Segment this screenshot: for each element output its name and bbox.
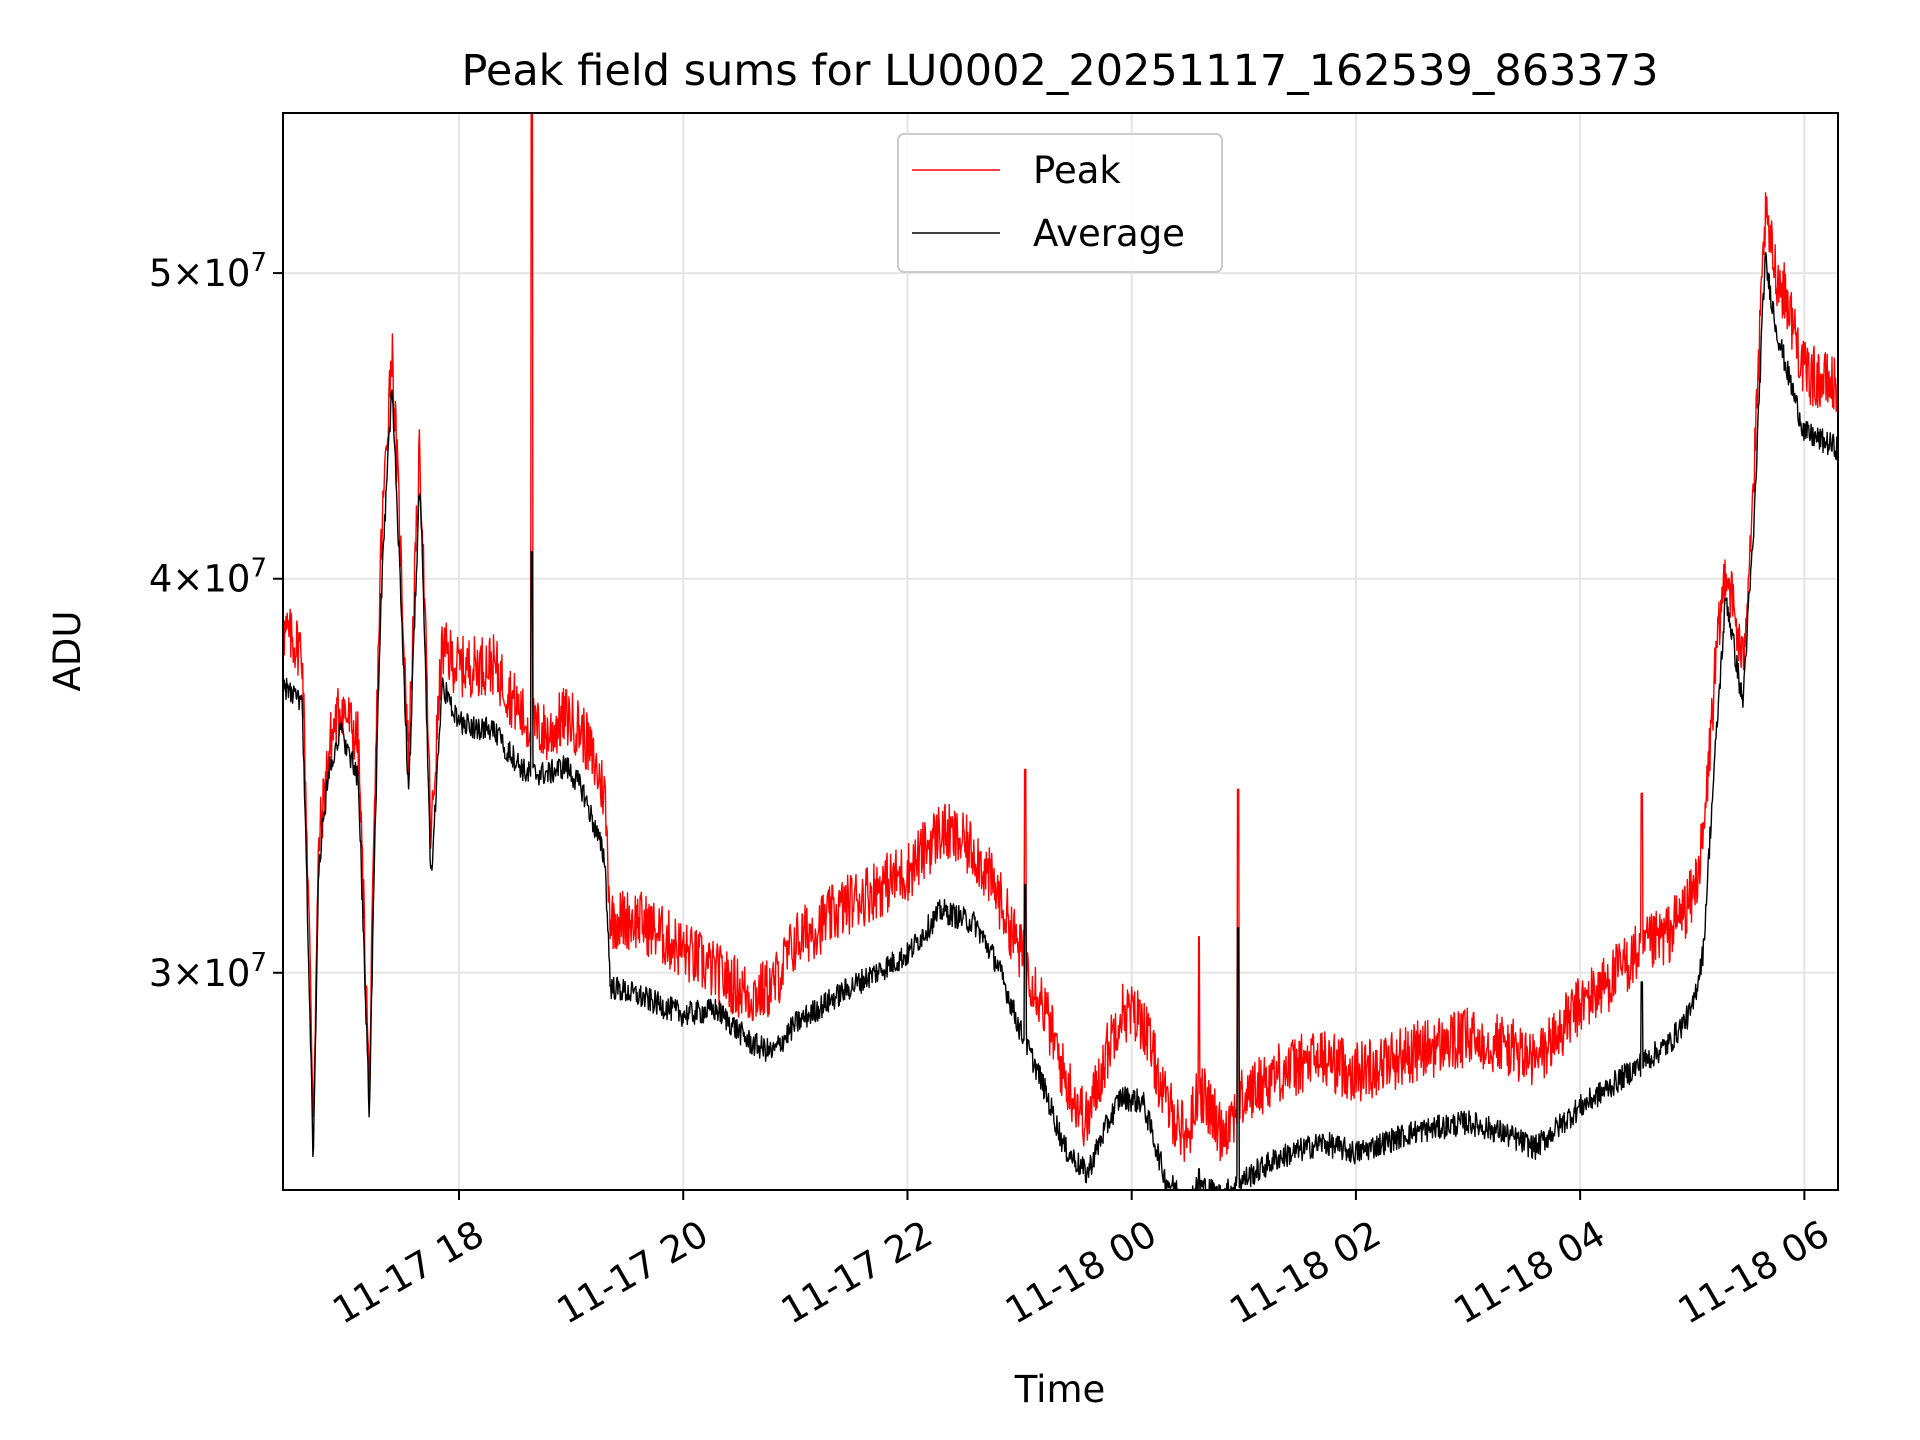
grid [283, 113, 1838, 1190]
series-layer [283, 113, 1838, 1190]
y-tick-exponent: 7 [250, 248, 267, 278]
x-axis-label: Time [1014, 1368, 1106, 1411]
y-axis-label: ADU [46, 611, 89, 692]
y-tick-label: 4×107 [149, 554, 267, 601]
series-line-average [283, 251, 1838, 1190]
y-tick-times: ×10 [172, 558, 250, 601]
legend-frame [897, 133, 1223, 273]
y-tick-label: 3×107 [149, 948, 267, 995]
y-tick-times: ×10 [172, 252, 250, 295]
y-tick-exponent: 7 [250, 948, 267, 978]
legend-label-peak: Peak [1033, 149, 1121, 192]
y-tick-mantissa: 3 [149, 952, 173, 995]
legend: Peak Average [897, 133, 1223, 273]
y-tick-times: ×10 [172, 952, 250, 995]
y-tick-mantissa: 4 [149, 558, 173, 601]
y-tick-label: 5×107 [149, 248, 267, 295]
plot-frame [282, 112, 1839, 1191]
legend-label-average: Average [1033, 212, 1185, 255]
chart-title: Peak field sums for LU0002_20251117_1625… [461, 46, 1658, 96]
y-tick-exponent: 7 [250, 554, 267, 584]
y-tick-mantissa: 5 [149, 252, 173, 295]
series-line-peak [283, 113, 1838, 1162]
